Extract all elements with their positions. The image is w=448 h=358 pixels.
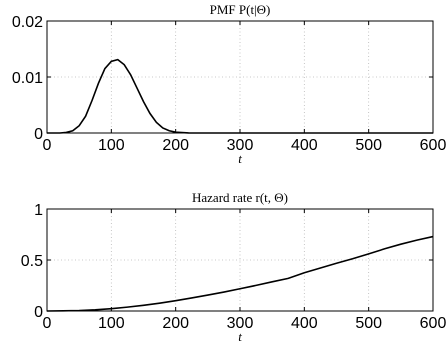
hazard-x-tick-label: 500 <box>355 315 382 332</box>
hazard-x-tick-label: 600 <box>420 315 447 332</box>
pmf-x-tick-label: 300 <box>227 137 254 154</box>
pmf-x-axis-label: t <box>238 151 242 166</box>
pmf-x-tick-label: 400 <box>291 137 318 154</box>
hazard-series-line <box>46 235 434 312</box>
pmf-y-tick-label: 0 <box>34 126 43 143</box>
pmf-x-tick-label: 200 <box>162 137 189 154</box>
hazard-x-tick-label: 100 <box>98 315 125 332</box>
hazard-chart-title: Hazard rate r(t, Θ) <box>192 190 288 205</box>
pmf-x-tick-label: 600 <box>420 137 447 154</box>
pmf-series-line <box>47 58 433 134</box>
pmf-x-tick-label: 0 <box>43 137 52 154</box>
hazard-x-tick-label: 200 <box>162 315 189 332</box>
pmf-y-tick-label: 0.02 <box>12 14 43 31</box>
pmf-chart-title: PMF P(t|Θ) <box>210 2 271 17</box>
hazard-y-tick-label: 0 <box>34 304 43 321</box>
hazard-x-tick-label: 400 <box>291 315 318 332</box>
pmf-y-tick-label: 0.01 <box>12 70 43 87</box>
hazard-x-axis-label: t <box>238 329 242 344</box>
hazard-rate-chart-panel: 0 100 200 300 400 500 600 0 0.5 1 Hazard rate r(t,… <box>21 190 447 344</box>
pmf-x-tick-label: 500 <box>355 137 382 154</box>
hazard-x-tick-label: 300 <box>227 315 254 332</box>
pmf-x-tick-label: 100 <box>98 137 125 154</box>
hazard-y-tick-label: 0.5 <box>21 253 43 270</box>
hazard-y-tick-label: 1 <box>34 202 43 219</box>
pmf-chart-panel: 0 100 200 300 400 500 600 0 0.01 0.02 PMF P(t|Θ) t <box>12 2 447 166</box>
hazard-x-tick-label: 0 <box>43 315 52 332</box>
